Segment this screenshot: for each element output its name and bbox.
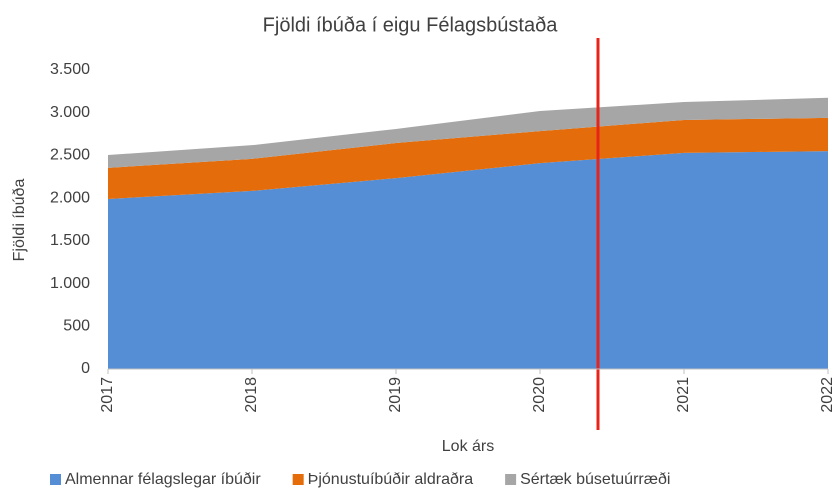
area <box>108 151 828 369</box>
y-tick-label: 1.500 <box>50 232 90 249</box>
area <box>108 97 828 168</box>
y-tick-label: 500 <box>63 318 90 335</box>
legend-swatch <box>50 474 61 485</box>
plot-area <box>108 97 828 369</box>
y-tick-label: 1.000 <box>50 275 90 292</box>
legend: Almennar félagslegar íbúðir Þjónustuíbúði… <box>50 471 670 488</box>
legend-label: Þjónustuíbúðir aldraðra <box>308 471 474 488</box>
x-tick-label: 2019 <box>387 377 404 413</box>
legend-swatch <box>292 474 304 485</box>
legend-label: Almennar félagslegar íbúðir <box>65 471 261 488</box>
legend-swatch <box>505 474 517 485</box>
x-tick-label: 2022 <box>819 377 836 413</box>
y-tick-label: 0 <box>81 360 90 377</box>
y-tick-label: 2.000 <box>50 189 90 206</box>
x-tick-label: 2018 <box>243 377 260 413</box>
area <box>108 117 828 199</box>
x-tick-label: 2021 <box>675 377 692 413</box>
y-tick-label: 3.000 <box>50 104 90 121</box>
chart-title: Fjöldi íbúða í eigu Félagsbústaða <box>263 14 559 36</box>
x-tick-label: 2020 <box>531 377 548 413</box>
y-tick-label: 3.500 <box>50 61 90 78</box>
x-axis-label: Lok árs <box>442 438 494 455</box>
y-tick-label: 2.500 <box>50 147 90 164</box>
x-tick-label: 2017 <box>99 377 116 413</box>
y-axis-label: Fjöldi íbúða <box>11 179 28 262</box>
legend-label: Sértæk búsetuúrræði <box>520 471 670 488</box>
